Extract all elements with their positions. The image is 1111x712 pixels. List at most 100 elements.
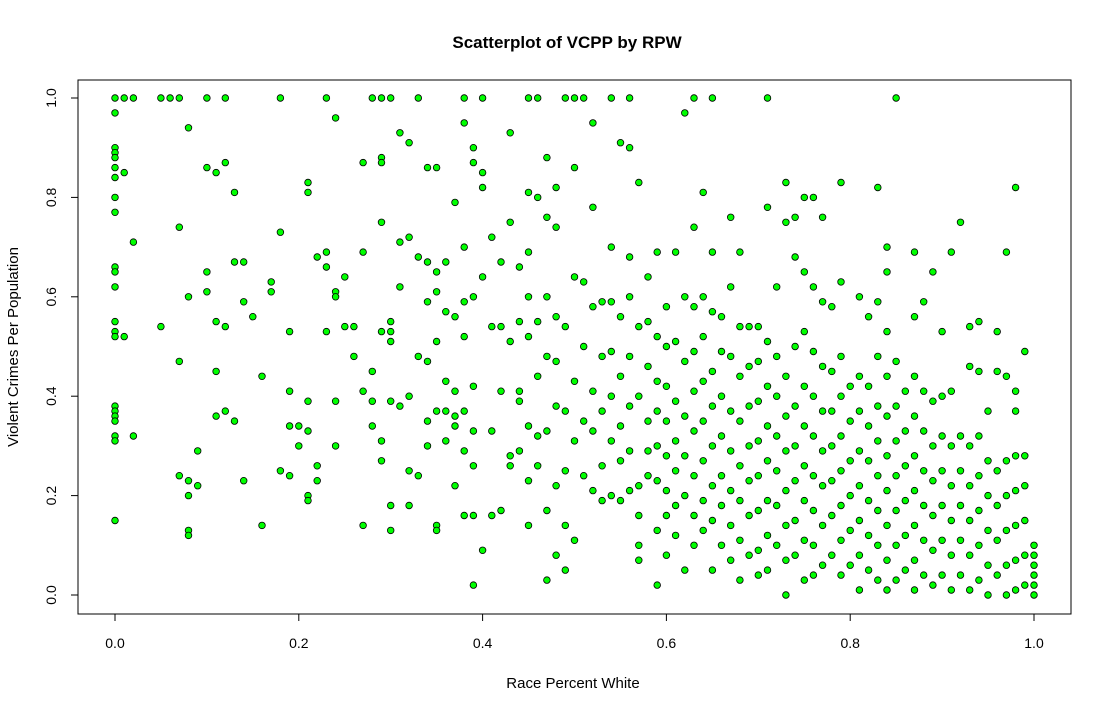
scatter-point bbox=[662, 486, 671, 495]
scatter-point bbox=[524, 521, 533, 530]
scatter-point bbox=[1011, 556, 1020, 564]
scatter-point bbox=[460, 447, 468, 455]
scatter-point bbox=[175, 94, 183, 102]
scatter-point bbox=[929, 511, 937, 520]
scatter-point bbox=[938, 392, 946, 400]
y-tick-label: 1.0 bbox=[43, 88, 59, 108]
scatter-point bbox=[295, 442, 303, 450]
scatter-point bbox=[1030, 551, 1038, 559]
scatter-point bbox=[837, 278, 845, 286]
scatter-point bbox=[644, 273, 652, 281]
scatter-point bbox=[488, 427, 496, 435]
scatter-point bbox=[671, 531, 680, 540]
scatter-point bbox=[580, 472, 588, 480]
scatter-point bbox=[892, 576, 900, 584]
scatter-point bbox=[929, 546, 937, 554]
scatter-point bbox=[175, 472, 183, 480]
scatter-point bbox=[975, 472, 983, 480]
scatter-point bbox=[892, 94, 900, 102]
scatter-point bbox=[717, 432, 726, 440]
scatter-point bbox=[432, 288, 441, 296]
scatter-point bbox=[203, 94, 211, 102]
y-tick-label: 0.0 bbox=[43, 585, 59, 605]
scatter-point bbox=[644, 472, 652, 480]
scatter-point bbox=[442, 407, 450, 415]
scatter-point bbox=[947, 482, 955, 490]
scatter-point bbox=[405, 233, 413, 241]
scatter-point bbox=[561, 322, 569, 331]
scatter-point bbox=[387, 94, 395, 102]
scatter-point bbox=[662, 303, 671, 311]
scatter-point bbox=[387, 397, 395, 405]
scatter-point bbox=[855, 407, 864, 415]
data-points bbox=[111, 94, 1038, 599]
scatter-point bbox=[883, 556, 891, 564]
scatter-point bbox=[681, 566, 689, 574]
scatter-point bbox=[524, 293, 533, 301]
scatter-point bbox=[681, 109, 689, 117]
scatter-point bbox=[534, 372, 542, 380]
scatter-point bbox=[377, 457, 386, 465]
scatter-point bbox=[488, 322, 496, 331]
scatter-point bbox=[966, 362, 974, 371]
scatter-point bbox=[736, 248, 744, 256]
scatter-point bbox=[892, 437, 900, 445]
scatter-point bbox=[322, 248, 331, 256]
scatter-point bbox=[221, 407, 229, 415]
scatter-point bbox=[313, 253, 321, 261]
scatter-point bbox=[901, 427, 909, 435]
scatter-point bbox=[828, 407, 836, 415]
scatter-point bbox=[497, 506, 505, 515]
scatter-point bbox=[855, 551, 864, 559]
scatter-point bbox=[993, 367, 1001, 376]
scatter-point bbox=[1011, 521, 1020, 530]
scatter-point bbox=[800, 462, 808, 470]
scatter-point bbox=[285, 387, 294, 395]
scatter-point bbox=[754, 506, 762, 515]
scatter-point bbox=[387, 526, 395, 535]
scatter-point bbox=[451, 422, 459, 430]
scatter-point bbox=[543, 576, 551, 584]
scatter-point bbox=[864, 422, 873, 430]
scatter-point bbox=[901, 496, 909, 505]
scatter-point bbox=[910, 486, 919, 495]
scatter-point bbox=[920, 501, 928, 510]
scatter-point bbox=[644, 417, 652, 425]
scatter-point bbox=[653, 332, 661, 341]
scatter-point bbox=[892, 541, 900, 549]
scatter-point bbox=[1002, 591, 1011, 599]
scatter-point bbox=[855, 372, 864, 380]
scatter-point bbox=[929, 397, 937, 405]
scatter-point bbox=[818, 482, 827, 490]
scatter-point bbox=[846, 382, 854, 390]
scatter-point bbox=[157, 322, 165, 331]
scatter-point bbox=[883, 412, 891, 420]
scatter-point bbox=[874, 576, 882, 584]
scatter-point bbox=[984, 526, 992, 535]
scatter-point bbox=[883, 486, 891, 495]
scatter-point bbox=[754, 472, 762, 480]
scatter-point bbox=[874, 298, 882, 306]
scatter-point bbox=[249, 313, 257, 321]
scatter-point bbox=[506, 129, 514, 137]
scatter-point bbox=[322, 94, 331, 102]
scatter-point bbox=[313, 462, 321, 470]
scatter-point bbox=[341, 322, 349, 331]
scatter-point bbox=[699, 526, 707, 535]
scatter-point bbox=[736, 462, 744, 470]
scatter-point bbox=[671, 248, 680, 256]
y-tick-label: 0.4 bbox=[43, 386, 59, 406]
scatter-point bbox=[635, 322, 643, 331]
scatter-point bbox=[699, 496, 707, 505]
scatter-point bbox=[818, 362, 827, 371]
scatter-point bbox=[800, 268, 808, 276]
scatter-point bbox=[874, 541, 882, 549]
scatter-point bbox=[469, 581, 478, 589]
scatter-point bbox=[993, 501, 1001, 510]
scatter-point bbox=[607, 243, 615, 251]
scatter-point bbox=[874, 402, 882, 410]
scatter-point bbox=[920, 298, 928, 306]
scatter-point bbox=[975, 367, 983, 376]
scatter-point bbox=[589, 427, 597, 435]
scatter-point bbox=[653, 248, 661, 256]
